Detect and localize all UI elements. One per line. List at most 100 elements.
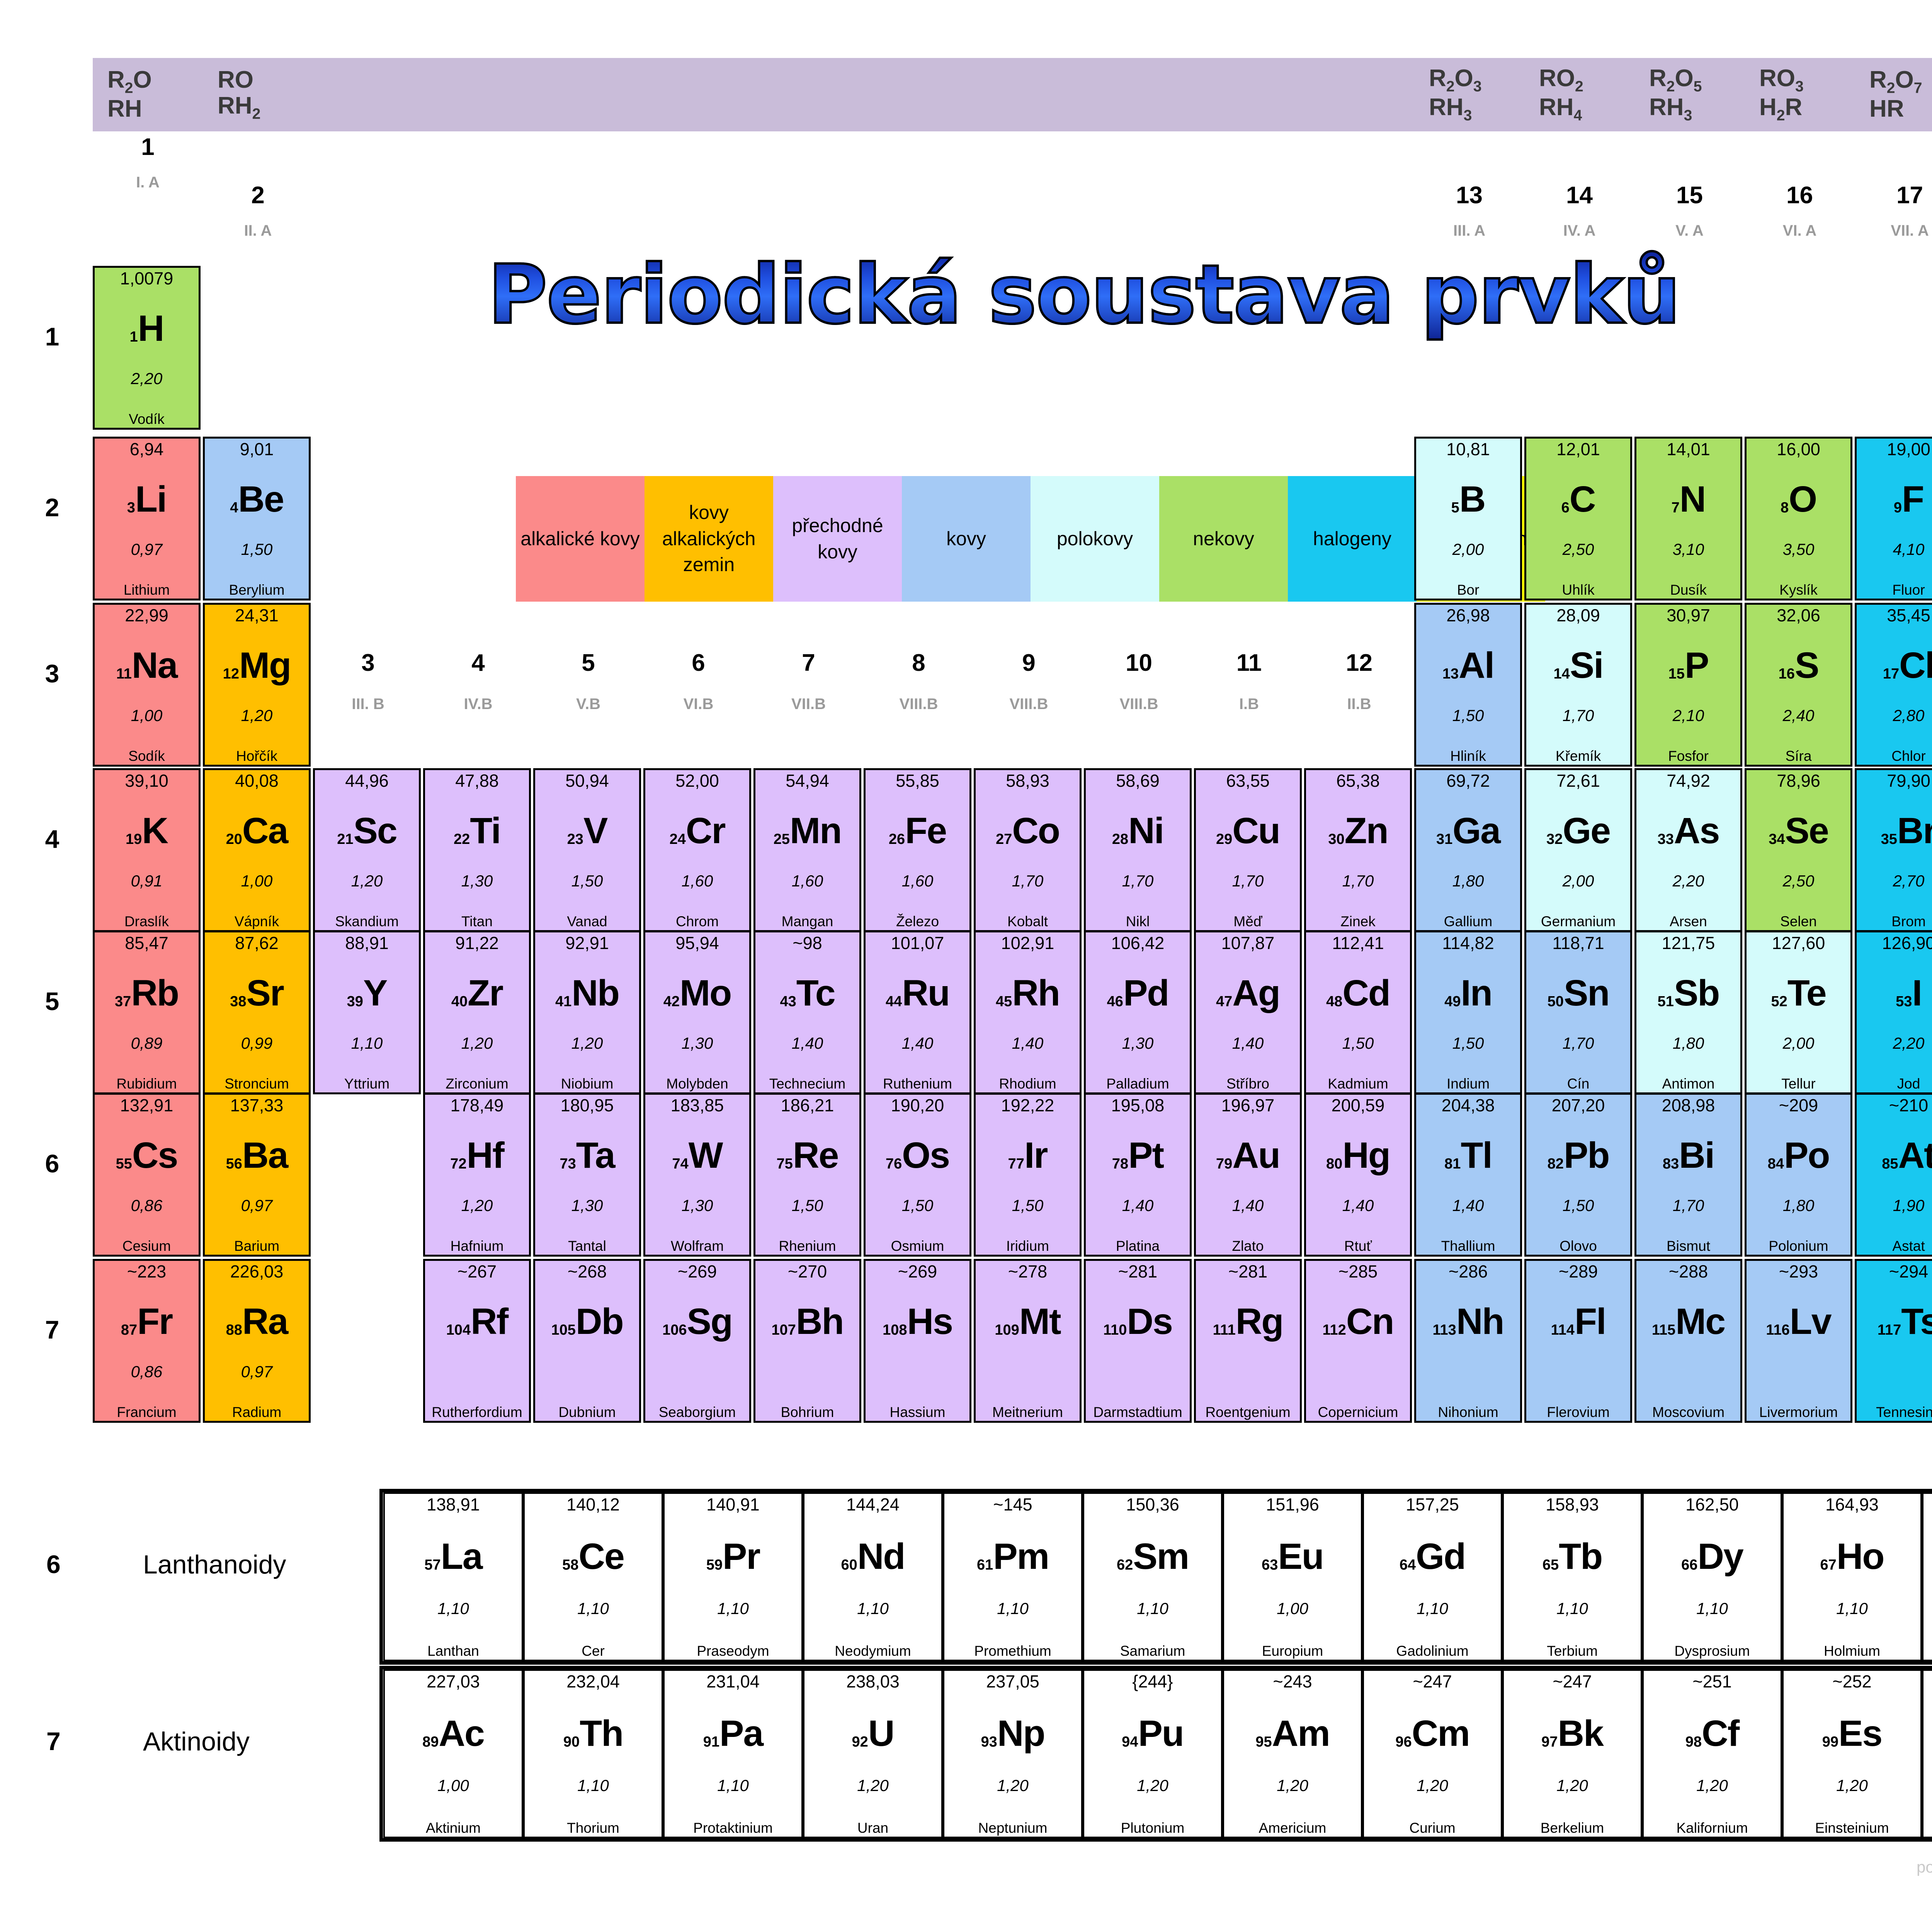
element-cell-Pd[interactable]: 106,42 46 Pd 1,30 Palladium <box>1084 930 1192 1094</box>
element-cell-Ga[interactable]: 69,72 31 Ga 1,80 Gallium <box>1414 768 1522 932</box>
element-cell-Cl[interactable]: 35,45 17 Cl 2,80 Chlor <box>1855 603 1932 767</box>
element-cell-Re[interactable]: 186,21 75 Re 1,50 Rhenium <box>753 1093 861 1257</box>
element-cell-Ds[interactable]: ~281 110 Ds Darmstadtium <box>1084 1259 1192 1423</box>
element-cell-Mt[interactable]: ~278 109 Mt Meitnerium <box>974 1259 1082 1423</box>
element-cell-Sb[interactable]: 121,75 51 Sb 1,80 Antimon <box>1634 930 1742 1094</box>
element-cell-Cm[interactable]: ~247 96 Cm 1,20 Curium <box>1362 1669 1502 1838</box>
element-cell-Se[interactable]: 78,96 34 Se 2,50 Selen <box>1745 768 1852 932</box>
element-cell-Ce[interactable]: 140,12 58 Ce 1,10 Cer <box>523 1492 663 1661</box>
element-cell-Ca[interactable]: 40,08 20 Ca 1,00 Vápník <box>203 768 311 932</box>
element-cell-At[interactable]: ~210 85 At 1,90 Astat <box>1855 1093 1932 1257</box>
element-cell-W[interactable]: 183,85 74 W 1,30 Wolfram <box>643 1093 751 1257</box>
element-cell-Hs[interactable]: ~269 108 Hs Hassium <box>864 1259 971 1423</box>
element-cell-Lv[interactable]: ~293 116 Lv Livermorium <box>1745 1259 1852 1423</box>
element-cell-Np[interactable]: 237,05 93 Np 1,20 Neptunium <box>943 1669 1083 1838</box>
element-cell-O[interactable]: 16,00 8 O 3,50 Kyslík <box>1745 437 1852 600</box>
element-cell-Pu[interactable]: {244} 94 Pu 1,20 Plutonium <box>1083 1669 1223 1838</box>
element-cell-Nd[interactable]: 144,24 60 Nd 1,10 Neodymium <box>803 1492 943 1661</box>
element-cell-As[interactable]: 74,92 33 As 2,20 Arsen <box>1634 768 1742 932</box>
element-cell-F[interactable]: 19,00 9 F 4,10 Fluor <box>1855 437 1932 600</box>
element-cell-Si[interactable]: 28,09 14 Si 1,70 Křemík <box>1524 603 1632 767</box>
element-cell-Co[interactable]: 58,93 27 Co 1,70 Kobalt <box>974 768 1082 932</box>
element-cell-Sr[interactable]: 87,62 38 Sr 0,99 Stroncium <box>203 930 311 1094</box>
element-cell-Ts[interactable]: ~294 117Ts Tennesine <box>1855 1259 1932 1423</box>
element-cell-Cf[interactable]: ~251 98 Cf 1,20 Kalifornium <box>1642 1669 1782 1838</box>
element-cell-Bi[interactable]: 208,98 83 Bi 1,70 Bismut <box>1634 1093 1742 1257</box>
element-cell-In[interactable]: 114,82 49 In 1,50 Indium <box>1414 930 1522 1094</box>
element-cell-Fe[interactable]: 55,85 26 Fe 1,60 Železo <box>864 768 971 932</box>
element-cell-Nb[interactable]: 92,91 41 Nb 1,20 Niobium <box>533 930 641 1094</box>
element-cell-Mo[interactable]: 95,94 42 Mo 1,30 Molybden <box>643 930 751 1094</box>
element-cell-Os[interactable]: 190,20 76 Os 1,50 Osmium <box>864 1093 971 1257</box>
element-cell-Sn[interactable]: 118,71 50 Sn 1,70 Cín <box>1524 930 1632 1094</box>
element-cell-Mg[interactable]: 24,31 12 Mg 1,20 Hořčík <box>203 603 311 767</box>
element-cell-C[interactable]: 12,01 6 C 2,50 Uhlík <box>1524 437 1632 600</box>
element-cell-Ge[interactable]: 72,61 32 Ge 2,00 Germanium <box>1524 768 1632 932</box>
element-cell-Cs[interactable]: 132,91 55 Cs 0,86 Cesium <box>93 1093 201 1257</box>
element-cell-Po[interactable]: ~209 84 Po 1,80 Polonium <box>1745 1093 1852 1257</box>
element-cell-V[interactable]: 50,94 23 V 1,50 Vanad <box>533 768 641 932</box>
element-cell-Es[interactable]: ~252 99 Es 1,20 Einsteinium <box>1782 1669 1922 1838</box>
element-cell-N[interactable]: 14,01 7 N 3,10 Dusík <box>1634 437 1742 600</box>
element-cell-Gd[interactable]: 157,25 64 Gd 1,10 Gadolinium <box>1362 1492 1502 1661</box>
element-cell-Tc[interactable]: ~98 43 Tc 1,40 Technecium <box>753 930 861 1094</box>
element-cell-Hf[interactable]: 178,49 72 Hf 1,20 Hafnium <box>423 1093 531 1257</box>
element-cell-Al[interactable]: 26,98 13 Al 1,50 Hliník <box>1414 603 1522 767</box>
element-cell-Th[interactable]: 232,04 90 Th 1,10 Thorium <box>523 1669 663 1838</box>
element-cell-Tb[interactable]: 158,93 65 Tb 1,10 Terbium <box>1502 1492 1642 1661</box>
element-cell-Pa[interactable]: 231,04 91 Pa 1,10 Protaktinium <box>663 1669 803 1838</box>
element-cell-Ru[interactable]: 101,07 44 Ru 1,40 Ruthenium <box>864 930 971 1094</box>
element-cell-Na[interactable]: 22,99 11 Na 1,00 Sodík <box>93 603 201 767</box>
element-cell-Pb[interactable]: 207,20 82 Pb 1,50 Olovo <box>1524 1093 1632 1257</box>
element-cell-Fr[interactable]: ~223 87 Fr 0,86 Francium <box>93 1259 201 1423</box>
element-cell-P[interactable]: 30,97 15 P 2,10 Fosfor <box>1634 603 1742 767</box>
element-cell-Pt[interactable]: 195,08 78 Pt 1,40 Platina <box>1084 1093 1192 1257</box>
element-cell-Li[interactable]: 6,94 3 Li 0,97 Lithium <box>93 437 201 600</box>
element-cell-Cu[interactable]: 63,55 29 Cu 1,70 Měď <box>1194 768 1302 932</box>
element-cell-Ac[interactable]: 227,03 89 Ac 1,00 Aktinium <box>383 1669 523 1838</box>
element-cell-I[interactable]: 126,90 53 I 2,20 Jod <box>1855 930 1932 1094</box>
element-cell-Mc[interactable]: ~288 115 Mc Moscovium <box>1634 1259 1742 1423</box>
element-cell-Rb[interactable]: 85,47 37 Rb 0,89 Rubidium <box>93 930 201 1094</box>
element-cell-Zn[interactable]: 65,38 30 Zn 1,70 Zinek <box>1304 768 1412 932</box>
element-cell-Ho[interactable]: 164,93 67 Ho 1,10 Holmium <box>1782 1492 1922 1661</box>
element-cell-Bh[interactable]: ~270 107 Bh Bohrium <box>753 1259 861 1423</box>
element-cell-Ti[interactable]: 47,88 22 Ti 1,30 Titan <box>423 768 531 932</box>
element-cell-Fm[interactable]: ~257100Fm1,20Fermium <box>1922 1669 1932 1838</box>
element-cell-Au[interactable]: 196,97 79 Au 1,40 Zlato <box>1194 1093 1302 1257</box>
element-cell-Ag[interactable]: 107,87 47 Ag 1,40 Stříbro <box>1194 930 1302 1094</box>
element-cell-Zr[interactable]: 91,22 40 Zr 1,20 Zirconium <box>423 930 531 1094</box>
element-cell-La[interactable]: 138,91 57 La 1,10 Lanthan <box>383 1492 523 1661</box>
element-cell-Cn[interactable]: ~285 112 Cn Copernicium <box>1304 1259 1412 1423</box>
element-cell-Cd[interactable]: 112,41 48 Cd 1,50 Kadmium <box>1304 930 1412 1094</box>
element-cell-Pm[interactable]: ~145 61 Pm 1,10 Promethium <box>943 1492 1083 1661</box>
element-cell-Be[interactable]: 9,01 4 Be 1,50 Berylium <box>203 437 311 600</box>
element-cell-Sc[interactable]: 44,96 21 Sc 1,20 Skandium <box>313 768 421 932</box>
element-cell-Sg[interactable]: ~269 106 Sg Seaborgium <box>643 1259 751 1423</box>
element-cell-Sm[interactable]: 150,36 62 Sm 1,10 Samarium <box>1083 1492 1223 1661</box>
element-cell-Db[interactable]: ~268 105 Db Dubnium <box>533 1259 641 1423</box>
element-cell-Bk[interactable]: ~247 97 Bk 1,20 Berkelium <box>1502 1669 1642 1838</box>
element-cell-Pr[interactable]: 140,91 59 Pr 1,10 Praseodym <box>663 1492 803 1661</box>
element-cell-Rf[interactable]: ~267 104 Rf Rutherfordium <box>423 1259 531 1423</box>
element-cell-Ta[interactable]: 180,95 73 Ta 1,30 Tantal <box>533 1093 641 1257</box>
element-cell-Nh[interactable]: ~286 113 Nh Nihonium <box>1414 1259 1522 1423</box>
element-cell-Cr[interactable]: 52,00 24 Cr 1,60 Chrom <box>643 768 751 932</box>
element-cell-Br[interactable]: 79,90 35Br 2,70 Brom <box>1855 768 1932 932</box>
element-cell-Ba[interactable]: 137,33 56 Ba 0,97 Barium <box>203 1093 311 1257</box>
element-cell-B[interactable]: 10,81 5 B 2,00 Bor <box>1414 437 1522 600</box>
element-cell-Y[interactable]: 88,91 39 Y 1,10 Yttrium <box>313 930 421 1094</box>
element-cell-Rg[interactable]: ~281 111 Rg Roentgenium <box>1194 1259 1302 1423</box>
element-cell-Eu[interactable]: 151,96 63 Eu 1,00 Europium <box>1223 1492 1362 1661</box>
element-cell-Am[interactable]: ~243 95 Am 1,20 Americium <box>1223 1669 1362 1838</box>
element-cell-S[interactable]: 32,06 16 S 2,40 Síra <box>1745 603 1852 767</box>
element-cell-Te[interactable]: 127,60 52 Te 2,00 Tellur <box>1745 930 1852 1094</box>
element-cell-Dy[interactable]: 162,50 66 Dy 1,10 Dysprosium <box>1642 1492 1782 1661</box>
element-cell-H[interactable]: 1,0079 1 H 2,20 Vodík <box>93 266 201 430</box>
element-cell-Mn[interactable]: 54,94 25 Mn 1,60 Mangan <box>753 768 861 932</box>
element-cell-U[interactable]: 238,03 92 U 1,20 Uran <box>803 1669 943 1838</box>
element-cell-Tl[interactable]: 204,38 81 Tl 1,40 Thallium <box>1414 1093 1522 1257</box>
element-cell-Rh[interactable]: 102,91 45 Rh 1,40 Rhodium <box>974 930 1082 1094</box>
element-cell-Ra[interactable]: 226,03 88 Ra 0,97 Radium <box>203 1259 311 1423</box>
element-cell-K[interactable]: 39,10 19 K 0,91 Draslík <box>93 768 201 932</box>
